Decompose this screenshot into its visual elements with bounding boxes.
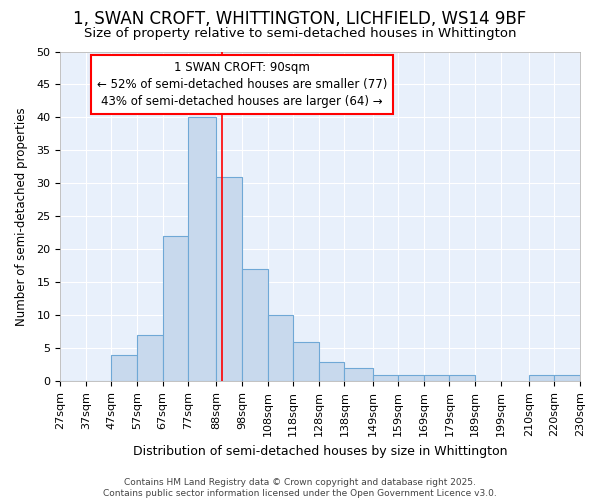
Bar	[137, 336, 163, 382]
Bar	[554, 375, 580, 382]
Bar	[268, 316, 293, 382]
X-axis label: Distribution of semi-detached houses by size in Whittington: Distribution of semi-detached houses by …	[133, 444, 508, 458]
Text: Size of property relative to semi-detached houses in Whittington: Size of property relative to semi-detach…	[84, 28, 516, 40]
Bar	[163, 236, 188, 382]
Bar	[217, 177, 242, 382]
Bar	[293, 342, 319, 382]
Bar	[373, 375, 398, 382]
Text: 1, SWAN CROFT, WHITTINGTON, LICHFIELD, WS14 9BF: 1, SWAN CROFT, WHITTINGTON, LICHFIELD, W…	[73, 10, 527, 28]
Bar	[398, 375, 424, 382]
Bar	[449, 375, 475, 382]
Bar	[188, 118, 217, 382]
Bar	[344, 368, 373, 382]
Bar	[242, 270, 268, 382]
Bar	[319, 362, 344, 382]
Bar	[424, 375, 449, 382]
Text: 1 SWAN CROFT: 90sqm
← 52% of semi-detached houses are smaller (77)
43% of semi-d: 1 SWAN CROFT: 90sqm ← 52% of semi-detach…	[97, 62, 388, 108]
Y-axis label: Number of semi-detached properties: Number of semi-detached properties	[15, 107, 28, 326]
Bar	[529, 375, 554, 382]
Text: Contains HM Land Registry data © Crown copyright and database right 2025.
Contai: Contains HM Land Registry data © Crown c…	[103, 478, 497, 498]
Bar	[112, 355, 137, 382]
